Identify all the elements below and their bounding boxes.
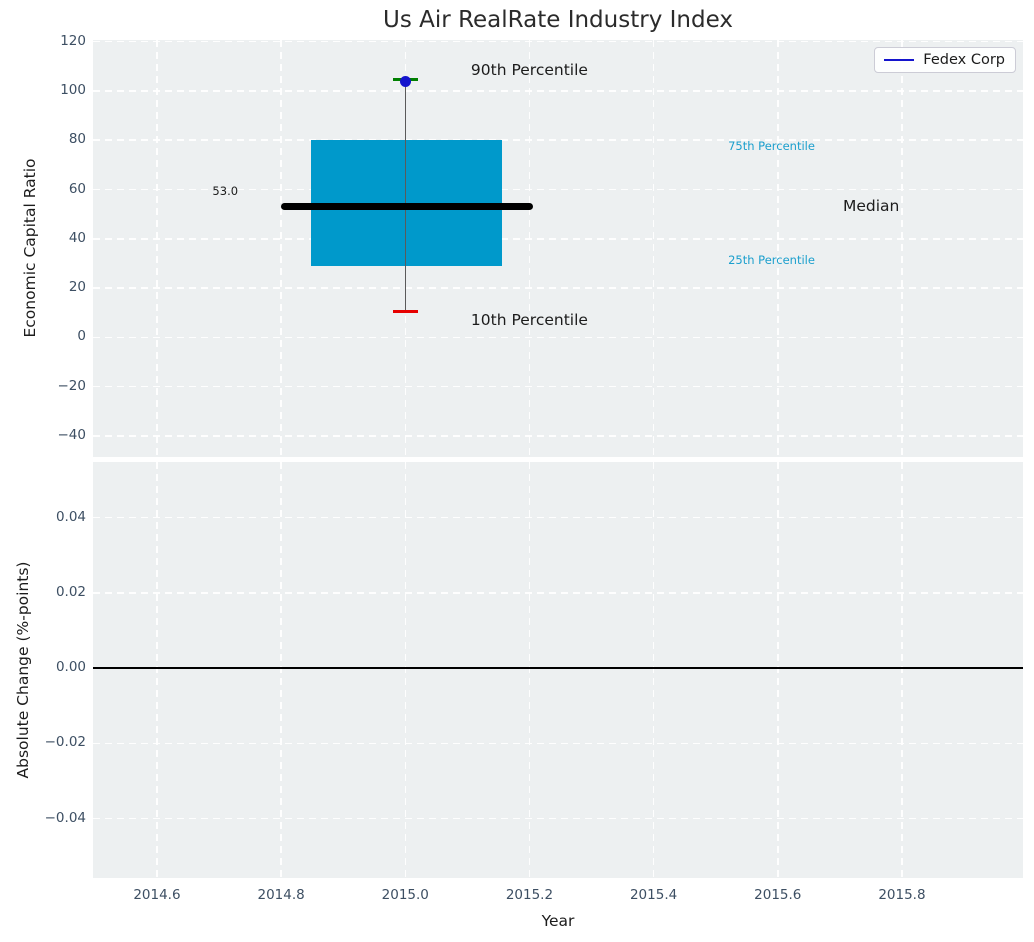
zero-line [93, 667, 1023, 669]
y-tick-label: 100 [60, 81, 86, 98]
annotation-median-value: 53.0 [212, 183, 239, 198]
y-tick-label: 40 [68, 229, 86, 246]
gridline-y [93, 817, 1023, 820]
gridline-x [901, 462, 903, 878]
y-tick-label: 0.04 [55, 508, 86, 525]
gridline-x [528, 462, 531, 878]
gridline-x [280, 462, 282, 878]
legend-line-sample [884, 58, 915, 62]
y-tick-label: −40 [57, 426, 87, 443]
gridline-y [93, 238, 1023, 240]
gridline-y [93, 90, 1023, 92]
annotation-90th-percentile: 90th Percentile [470, 61, 588, 80]
legend: Fedex Corp [874, 47, 1016, 73]
gridline-x [280, 40, 282, 457]
gridline-x [777, 462, 779, 878]
x-tick-label: 2015.0 [381, 887, 429, 903]
gridline-y [93, 435, 1023, 437]
gridline-x [777, 40, 779, 457]
y-tick-label: 80 [68, 131, 86, 148]
legend-label: Fedex Corp [923, 52, 1005, 68]
y-tick-label: 20 [68, 279, 86, 296]
annotation-25th-percentile: 25th Percentile [728, 252, 815, 267]
gridline-y [93, 139, 1023, 141]
x-tick-label: 2015.4 [629, 887, 678, 903]
gridline-y [93, 287, 1023, 289]
boxplot-cap-10th [392, 309, 418, 313]
gridline-x [156, 40, 158, 457]
y-tick-label: −0.04 [44, 809, 86, 826]
boxplot-box [310, 140, 502, 266]
annotation-10th-percentile: 10th Percentile [470, 311, 588, 330]
gridline-y [93, 742, 1023, 745]
axes-absolute-change [93, 462, 1023, 878]
gridline-x [652, 462, 655, 878]
company-marker [399, 75, 411, 87]
gridline-y [93, 385, 1023, 388]
y-tick-label: 0.00 [55, 659, 86, 676]
gridline-x [404, 462, 407, 878]
gridline-x [156, 462, 158, 878]
gridline-y [93, 40, 1023, 43]
y-tick-label: 120 [60, 32, 86, 49]
annotation-median: Median [842, 196, 900, 215]
gridline-x [652, 40, 655, 457]
axes-economic-capital-ratio: 90th Percentile 10th Percentile 75th Per… [93, 40, 1023, 457]
boxplot-median-line [281, 203, 533, 211]
gridline-y [93, 336, 1023, 339]
y-tick-label: 0 [77, 328, 86, 345]
y-tick-label: −0.02 [44, 734, 86, 751]
annotation-75th-percentile: 75th Percentile [728, 139, 815, 154]
gridline-y [93, 188, 1023, 191]
chart-title: Us Air RealRate Industry Index [383, 7, 733, 33]
x-tick-label: 2015.2 [505, 887, 554, 903]
gridline-y [93, 516, 1023, 519]
x-tick-label: 2014.6 [133, 887, 181, 903]
gridline-y [93, 592, 1023, 594]
y-tick-label: 60 [68, 180, 86, 197]
gridline-x [528, 40, 531, 457]
y-tick-label: 0.02 [55, 583, 86, 600]
y-tick-label: −20 [57, 377, 87, 394]
x-tick-label: 2014.8 [257, 887, 305, 903]
x-tick-label: 2015.8 [878, 887, 926, 903]
x-tick-label: 2015.6 [754, 887, 802, 903]
xlabel-year: Year [541, 912, 575, 930]
gridline-x [901, 40, 903, 457]
boxplot-whisker [404, 79, 406, 312]
